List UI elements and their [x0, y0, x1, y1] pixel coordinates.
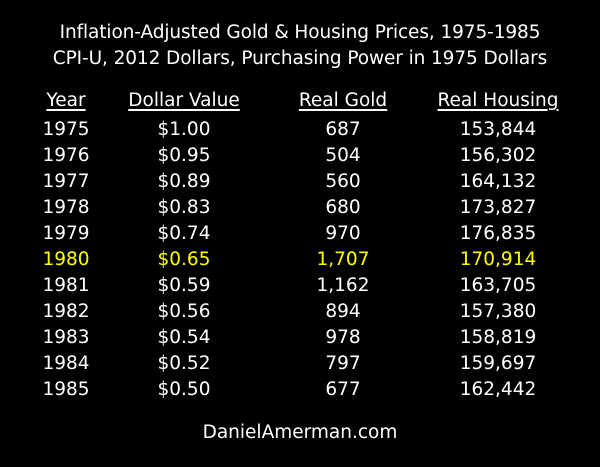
table-row: 1977 $0.89 560 164,132 [0, 171, 600, 197]
cell-real-housing: 163,705 [459, 275, 537, 296]
cell-real-gold: 687 [325, 119, 361, 140]
cell-real-gold: 680 [325, 197, 361, 218]
cell-real-housing: 153,844 [459, 119, 537, 140]
table-row: 1975 $1.00 687 153,844 [0, 119, 600, 145]
chart-title: Inflation-Adjusted Gold & Housing Prices… [59, 22, 541, 43]
cell-dollar-value: $0.54 [157, 327, 211, 348]
cell-real-gold: 1,162 [316, 275, 370, 296]
cell-real-housing: 164,132 [459, 171, 537, 192]
cell-real-housing: 158,819 [459, 327, 537, 348]
cell-real-gold: 560 [325, 171, 361, 192]
cell-real-gold: 978 [325, 327, 361, 348]
cell-real-gold: 970 [325, 223, 361, 244]
cell-dollar-value: $0.56 [157, 301, 211, 322]
cell-year: 1982 [42, 301, 90, 322]
table-row: 1984 $0.52 797 159,697 [0, 353, 600, 379]
cell-dollar-value: $0.74 [157, 223, 211, 244]
cell-year: 1980 [42, 249, 90, 270]
cell-year: 1977 [42, 171, 90, 192]
cell-year: 1985 [42, 379, 90, 400]
table-row: 1985 $0.50 677 162,442 [0, 379, 600, 405]
cell-year: 1978 [42, 197, 90, 218]
cell-year: 1975 [42, 119, 90, 140]
cell-year: 1979 [42, 223, 90, 244]
cell-real-housing: 156,302 [459, 145, 537, 166]
table-row: 1980 $0.65 1,707 170,914 [0, 249, 600, 275]
cell-dollar-value: $0.59 [157, 275, 211, 296]
source-footer: DanielAmerman.com [202, 422, 398, 443]
cell-real-gold: 1,707 [316, 249, 370, 270]
table-row: 1978 $0.83 680 173,827 [0, 197, 600, 223]
cell-year: 1983 [42, 327, 90, 348]
column-header-year: Year [46, 90, 86, 111]
cell-dollar-value: $0.52 [157, 353, 211, 374]
table-row: 1982 $0.56 894 157,380 [0, 301, 600, 327]
column-header-real-gold: Real Gold [298, 90, 388, 111]
cell-real-gold: 504 [325, 145, 361, 166]
table-row: 1979 $0.74 970 176,835 [0, 223, 600, 249]
cell-real-housing: 162,442 [459, 379, 537, 400]
cell-real-housing: 159,697 [459, 353, 537, 374]
cell-year: 1976 [42, 145, 90, 166]
cell-dollar-value: $0.83 [157, 197, 211, 218]
table-row: 1976 $0.95 504 156,302 [0, 145, 600, 171]
cell-dollar-value: $0.65 [157, 249, 211, 270]
cell-dollar-value: $0.50 [157, 379, 211, 400]
cell-year: 1981 [42, 275, 90, 296]
cell-real-housing: 173,827 [459, 197, 537, 218]
cell-real-gold: 797 [325, 353, 361, 374]
cell-real-gold: 677 [325, 379, 361, 400]
cell-real-gold: 894 [325, 301, 361, 322]
cell-dollar-value: $1.00 [157, 119, 211, 140]
cell-dollar-value: $0.95 [157, 145, 211, 166]
column-header-dollar-value: Dollar Value [128, 90, 240, 111]
cell-real-housing: 170,914 [459, 249, 537, 270]
column-header-real-housing: Real Housing [437, 90, 559, 111]
table-row: 1981 $0.59 1,162 163,705 [0, 275, 600, 301]
cell-year: 1984 [42, 353, 90, 374]
cell-dollar-value: $0.89 [157, 171, 211, 192]
chart-subtitle: CPI-U, 2012 Dollars, Purchasing Power in… [52, 48, 548, 69]
cell-real-housing: 157,380 [459, 301, 537, 322]
cell-real-housing: 176,835 [459, 223, 537, 244]
table-row: 1983 $0.54 978 158,819 [0, 327, 600, 353]
